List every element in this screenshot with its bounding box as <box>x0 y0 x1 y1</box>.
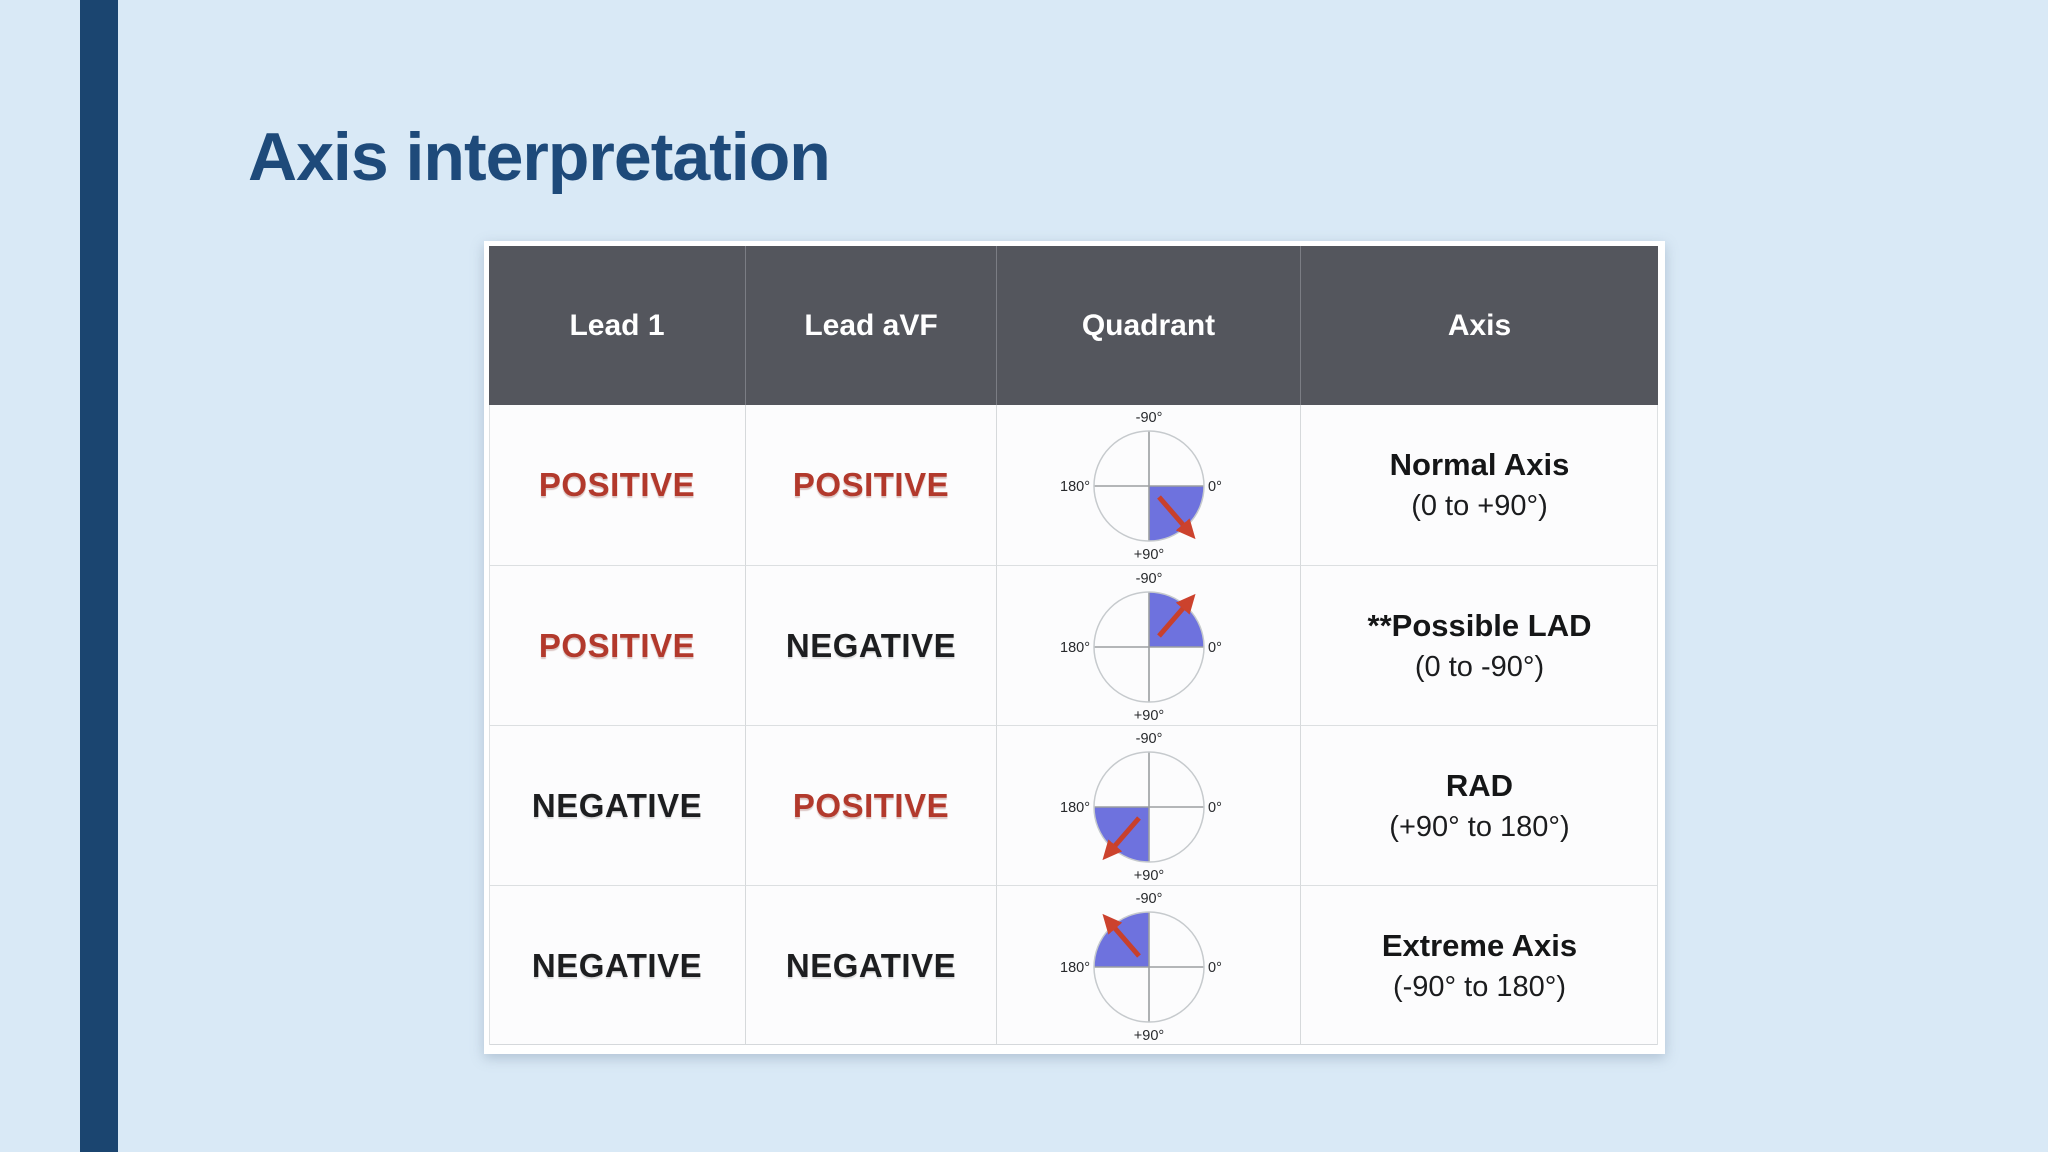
axis-cell: Normal Axis (0 to +90°) <box>1300 405 1658 565</box>
axis-name: Extreme Axis <box>1381 927 1578 963</box>
axis-cell: Extreme Axis (-90° to 180°) <box>1300 885 1658 1045</box>
header-cell-lead1: Lead 1 <box>569 308 665 342</box>
axis-cell: RAD (+90° to 180°) <box>1300 725 1658 885</box>
degree-label-right: 0° <box>1208 800 1222 816</box>
lead-avf-cell: NEGATIVE <box>745 565 996 725</box>
lead-avf-cell: POSITIVE <box>745 405 996 565</box>
degree-label-left: 180° <box>1060 800 1090 816</box>
degree-label-right: 0° <box>1208 479 1222 495</box>
degree-label-left: 180° <box>1060 960 1090 976</box>
degree-label-top: -90° <box>1135 731 1162 747</box>
table-row: POSITIVE POSITIVE -90° 180° 0° +90° <box>489 405 1658 565</box>
quadrant-diagram-rad: -90° 180° 0° +90° <box>1060 731 1222 884</box>
lead-avf-cell: NEGATIVE <box>745 885 996 1045</box>
header-cell-quadrant: Quadrant <box>996 246 1300 405</box>
axis-table: Lead 1 Lead aVF Quadrant Axis POSITIVE P… <box>484 241 1665 1054</box>
table-header-row: Lead 1 Lead aVF Quadrant Axis <box>489 246 1658 405</box>
degree-label-top: -90° <box>1135 571 1162 587</box>
lead-avf-cell: POSITIVE <box>745 725 996 885</box>
degree-label-top: -90° <box>1135 410 1162 426</box>
degree-label-bottom: +90° <box>1133 708 1163 724</box>
degree-label-top: -90° <box>1135 891 1162 907</box>
table-row: NEGATIVE NEGATIVE -90° 180° 0° +90° <box>489 885 1658 1045</box>
axis-range: (0 to +90°) <box>1411 490 1548 522</box>
table-row: POSITIVE NEGATIVE -90° 180° 0° +90° <box>489 565 1658 725</box>
header-cell-lead-avf: Lead aVF <box>745 246 996 405</box>
degree-label-bottom: +90° <box>1133 868 1163 884</box>
axis-arrow-icon <box>1156 495 1196 540</box>
quadrant-diagram-normal-axis: -90° 180° 0° +90° <box>1060 410 1222 563</box>
degree-label-bottom: +90° <box>1133 547 1163 563</box>
axis-name: Normal Axis <box>1389 447 1570 482</box>
degree-label-left: 180° <box>1060 479 1090 495</box>
axis-range: (-90° to 180°) <box>1392 970 1567 1003</box>
lead1-cell: NEGATIVE <box>489 885 745 1045</box>
quadrant-cell: -90° 180° 0° +90° <box>996 405 1300 565</box>
axis-name: RAD <box>1445 767 1514 803</box>
axis-name: **Possible LAD <box>1367 607 1592 643</box>
quadrant-diagram-extreme-axis: -90° 180° 0° +90° <box>1060 891 1222 1044</box>
axis-cell: **Possible LAD (0 to -90°) <box>1300 565 1658 725</box>
accent-bar <box>80 0 118 1152</box>
degree-label-right: 0° <box>1208 640 1222 656</box>
lead1-cell: POSITIVE <box>489 565 745 725</box>
axis-arrow-icon <box>1101 913 1141 958</box>
quadrant-cell: -90° 180° 0° +90° <box>996 885 1300 1045</box>
degree-label-right: 0° <box>1208 960 1222 976</box>
lead1-cell: NEGATIVE <box>489 725 745 885</box>
table-row: NEGATIVE POSITIVE -90° 180° 0° +90° <box>489 725 1658 885</box>
axis-arrow-icon <box>1101 815 1141 860</box>
quadrant-cell: -90° 180° 0° +90° <box>996 565 1300 725</box>
quadrant-diagram-possible-lad: -90° 180° 0° +90° <box>1060 571 1222 724</box>
quadrant-cell: -90° 180° 0° +90° <box>996 725 1300 885</box>
lead1-cell: POSITIVE <box>538 466 696 503</box>
axis-arrow-icon <box>1156 593 1196 638</box>
degree-label-bottom: +90° <box>1133 1028 1163 1044</box>
axis-range: (+90° to 180°) <box>1389 810 1570 843</box>
header-cell-axis: Axis <box>1300 246 1658 405</box>
axis-range: (0 to -90°) <box>1414 650 1545 683</box>
degree-label-left: 180° <box>1060 640 1090 656</box>
page-title: Axis interpretation <box>248 118 831 195</box>
